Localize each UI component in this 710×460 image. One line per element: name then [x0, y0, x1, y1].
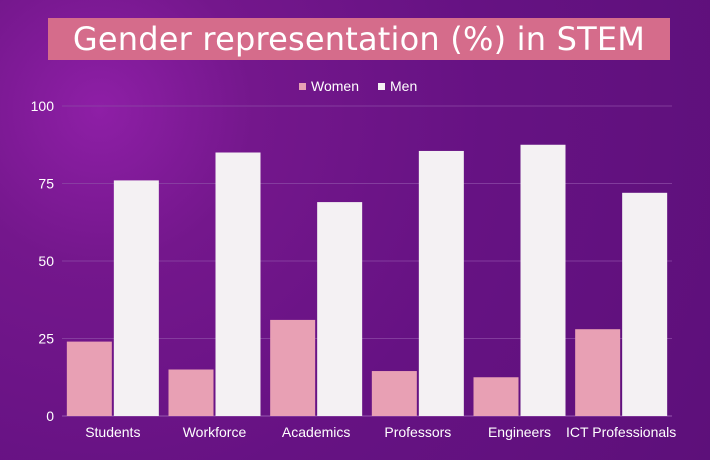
bar-women-students	[66, 341, 112, 416]
bar-women-workforce	[168, 369, 214, 416]
x-tick-label: Engineers	[488, 424, 551, 440]
bar-men-workforce	[215, 152, 261, 416]
bar-men-ict-professionals	[622, 192, 668, 416]
x-tick-label: Professors	[384, 424, 451, 440]
chart-title-banner: Gender representation (%) in STEM	[48, 18, 670, 60]
legend-label-men: Men	[390, 78, 417, 94]
x-tick-label: Workforce	[183, 424, 247, 440]
bar-women-engineers	[473, 377, 519, 416]
bar-men-students	[113, 180, 159, 416]
legend-swatch-men	[378, 83, 385, 90]
y-tick-label: 100	[31, 98, 55, 114]
bar-women-academics	[270, 319, 316, 416]
legend-label-women: Women	[311, 78, 359, 94]
x-tick-label: Academics	[282, 424, 350, 440]
bar-men-professors	[418, 150, 464, 416]
y-tick-label: 75	[38, 176, 54, 192]
x-tick-label: Students	[85, 424, 140, 440]
legend-swatch-women	[299, 83, 306, 90]
y-tick-label: 25	[38, 331, 54, 347]
x-tick-label: ICT Professionals	[566, 424, 676, 440]
y-tick-label: 0	[46, 408, 54, 424]
y-tick-label: 50	[38, 253, 54, 269]
bar-women-professors	[371, 371, 417, 416]
bar-men-academics	[317, 202, 363, 416]
chart-title: Gender representation (%) in STEM	[72, 20, 646, 58]
bar-men-engineers	[520, 144, 566, 416]
bar-women-ict-professionals	[575, 329, 621, 416]
